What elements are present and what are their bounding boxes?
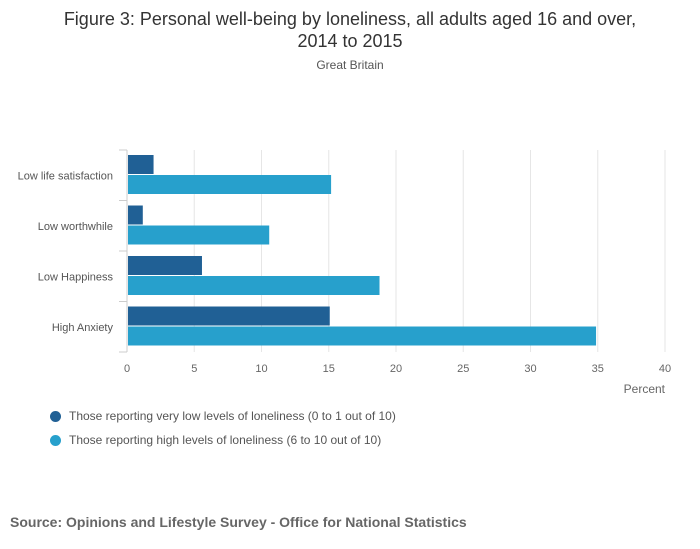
legend-marker-low-loneliness [50,410,61,422]
bar-low-loneliness [128,256,202,275]
bar-high-loneliness [128,175,332,194]
x-axis-title: Percent [624,382,666,396]
legend-label-high-loneliness: Those reporting high levels of lonelines… [69,433,382,447]
x-tick-label: 35 [592,363,604,375]
legend-marker-high-loneliness [50,434,61,446]
chart-title: Figure 3: Personal well-being by lonelin… [0,8,700,52]
x-tick-label: 20 [390,363,402,375]
source-note: Source: Opinions and Lifestyle Survey - … [10,514,467,530]
legend-label-low-loneliness: Those reporting very low levels of lonel… [69,409,396,423]
bar-high-loneliness [128,326,597,346]
y-category-label: Low life satisfaction [18,170,113,182]
chart-title-line-1: Figure 3: Personal well-being by lonelin… [63,9,637,29]
bar-high-loneliness [128,225,270,245]
chart-subtitle: Great Britain [316,58,384,72]
bar-high-loneliness [128,276,380,295]
bar-low-loneliness [128,155,154,174]
bar-low-loneliness [128,306,330,326]
y-category-label: High Anxiety [52,322,114,334]
x-tick-label: 30 [524,363,536,375]
x-tick-label: 0 [124,363,130,375]
x-tick-label: 15 [323,363,335,375]
bar-low-loneliness [128,205,143,225]
legend-item-low-loneliness[interactable]: Those reporting very low levels of lonel… [50,408,396,424]
x-tick-label: 25 [457,363,469,375]
chart-title-line-2: 2014 to 2015 [297,31,403,51]
x-tick-label: 10 [255,363,267,375]
x-tick-label: 40 [659,363,671,375]
y-category-label: Low worthwhile [38,221,113,233]
legend-item-high-loneliness[interactable]: Those reporting high levels of lonelines… [50,432,396,448]
legend: Those reporting very low levels of lonel… [50,408,396,456]
y-category-label: Low Happiness [38,271,114,283]
x-tick-label: 5 [191,363,197,375]
